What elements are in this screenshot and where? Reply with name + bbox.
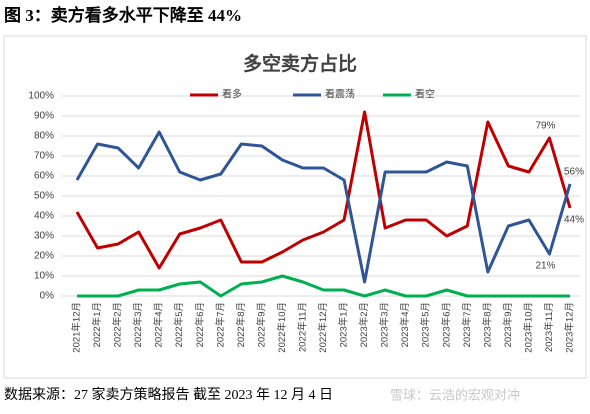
x-tick-label: 2022年1月 [91,302,103,347]
x-tick-label: 2023年7月 [461,302,473,347]
legend-label: 看空 [415,88,435,101]
y-tick-label: 80% [34,131,54,142]
x-tick-label: 2022年11月 [296,302,308,352]
series-line [75,130,572,284]
x-tick-label: 2023年12月 [564,302,576,353]
x-tick-label: 2022年6月 [194,302,206,347]
legend-label: 看震荡 [325,88,355,101]
x-tick-label: 2022年2月 [112,302,124,347]
series-line [77,274,570,298]
x-tick-label: 2023年2月 [358,302,370,347]
x-tick-label: 2021年12月 [71,302,83,353]
x-tick-label: 2022年3月 [132,302,144,347]
y-tick-label: 40% [34,211,54,222]
chart-border [3,35,587,379]
x-tick-label: 2023年11月 [543,302,555,352]
x-tick-label: 2023年9月 [502,302,514,347]
x-tick-label: 2022年12月 [317,302,329,353]
chart-title: 多空卖方占比 [243,52,357,75]
data-label: 44% [564,215,584,226]
x-tick-label: 2022年5月 [173,302,185,347]
x-tick-label: 2023年3月 [379,302,391,347]
x-tick-label: 2022年8月 [235,302,247,347]
data-label: 56% [564,167,584,178]
y-tick-label: 20% [34,251,54,262]
data-label: 21% [535,261,555,272]
y-tick-label: 100% [28,91,54,102]
y-tick-label: 30% [34,231,54,242]
caption: 图 3：卖方看多水平下降至 44% [4,5,242,25]
source: 数据来源：27 家卖方策略报告 截至 2023 年 12 月 4 日 [4,386,333,403]
data-label: 79% [535,121,555,132]
x-tick-label: 2022年10月 [276,302,288,353]
x-tick-label: 2023年10月 [522,302,534,353]
x-tick-label: 2022年4月 [153,302,165,347]
y-tick-label: 10% [34,271,54,282]
legend-label: 看多 [222,88,242,101]
x-tick-label: 2023年6月 [440,302,452,347]
y-tick-label: 70% [34,151,54,162]
y-tick-label: 50% [34,191,54,202]
series-line [75,110,572,270]
x-tick-label: 2023年4月 [399,302,411,347]
x-tick-label: 2023年1月 [338,302,350,347]
y-tick-label: 0% [40,291,55,302]
y-tick-label: 90% [34,111,54,122]
x-tick-label: 2022年9月 [255,302,267,347]
x-tick-label: 2022年7月 [214,302,226,347]
x-tick-label: 2023年8月 [481,302,493,347]
watermark: 雪球：云浩的宏观对冲 [390,387,520,402]
x-tick-label: 2023年5月 [420,302,432,347]
y-tick-label: 60% [34,171,54,182]
